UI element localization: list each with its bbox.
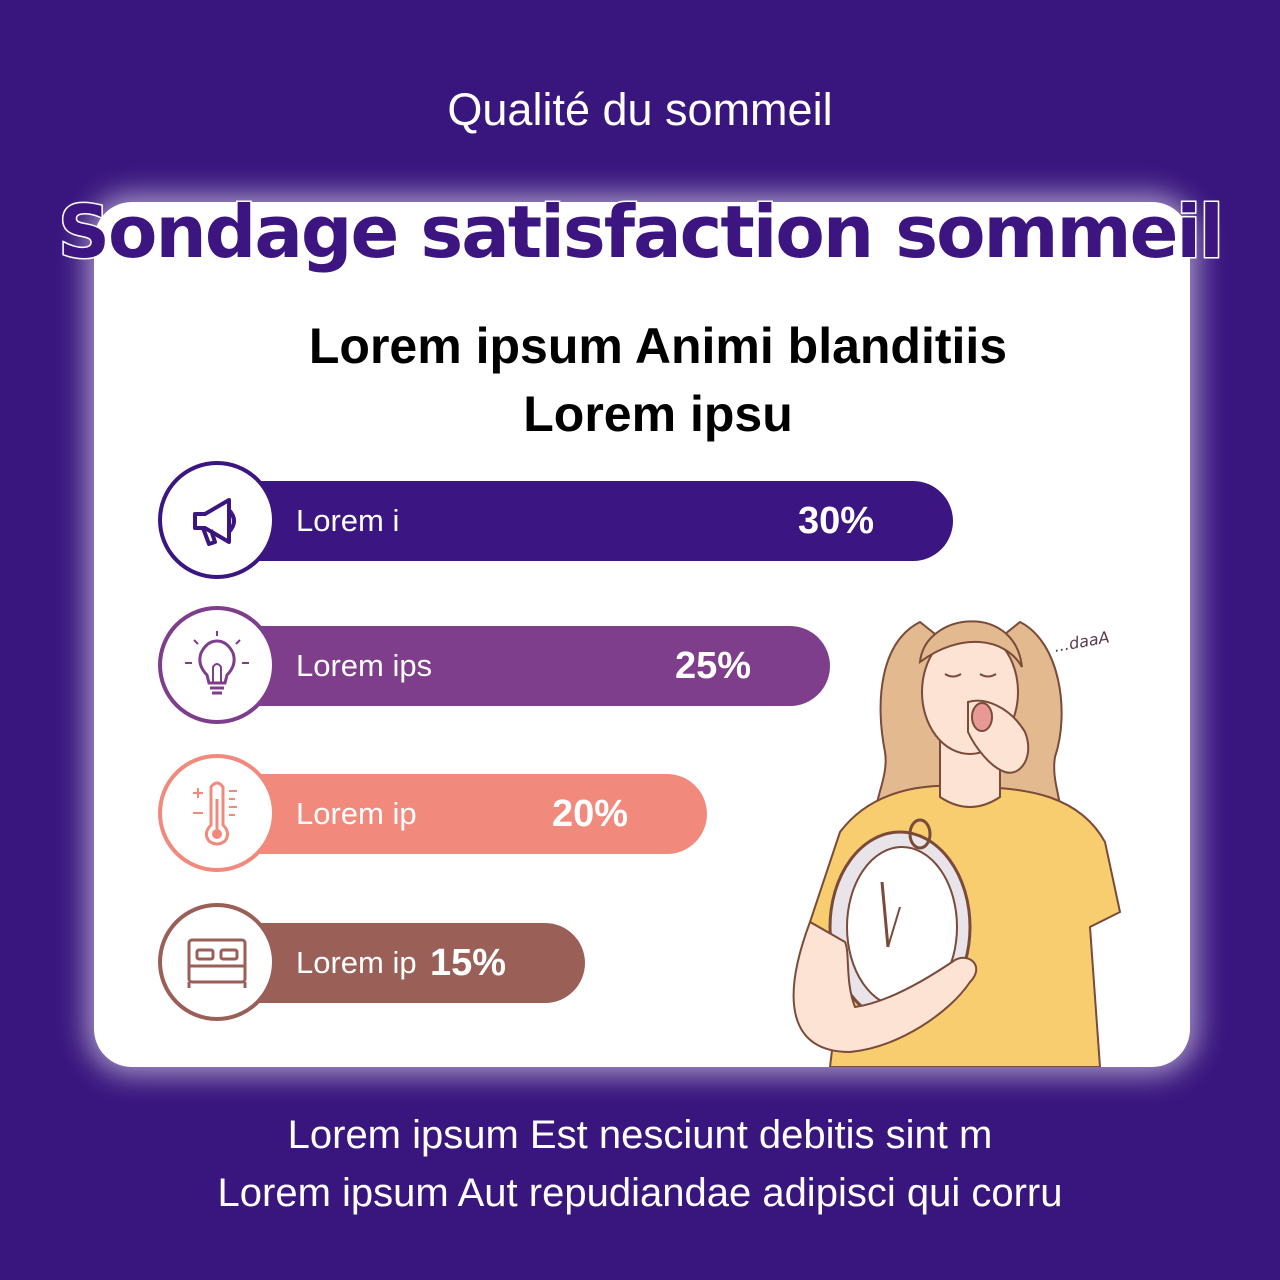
bar-1: Lorem i 30% [216, 481, 953, 561]
footer-line-2: Lorem ipsum Aut repudiandae adipisci qui… [217, 1171, 1063, 1215]
bar-label-2: Lorem ips [296, 648, 433, 683]
thermometer-icon [158, 754, 276, 872]
page-subtitle: Qualité du sommeil [447, 84, 833, 135]
chart-heading-line-2: Lorem ipsu [523, 386, 793, 442]
bar-value-1: 30% [798, 500, 875, 542]
bar-label-3: Lorem ip [296, 796, 417, 831]
chart-heading-line-1: Lorem ipsum Animi blanditiis [308, 318, 1008, 374]
bar-value-4: 15% [430, 942, 507, 984]
yawning-woman-illustration: ...daaA [792, 620, 1122, 1067]
bar-value-3: 20% [552, 793, 629, 835]
bar-4: Lorem ip 15% [216, 923, 585, 1003]
yawn-caption: ...daaA [1052, 628, 1110, 656]
bar-label-4: Lorem ip [296, 945, 417, 980]
bar-label-1: Lorem i [296, 503, 400, 538]
megaphone-icon [158, 461, 276, 579]
bed-icon [158, 903, 276, 1021]
footer-text: Lorem ipsum Est nesciunt debitis sint m … [0, 1106, 1280, 1222]
bar-3: Lorem ip 20% [216, 774, 707, 854]
lightbulb-icon [158, 606, 276, 724]
page-title: Sondage satisfaction sommeil [57, 189, 1226, 276]
footer-line-1: Lorem ipsum Est nesciunt debitis sint m [287, 1113, 993, 1157]
bar-value-2: 25% [675, 645, 752, 687]
bar-2: Lorem ips 25% [216, 626, 830, 706]
chart-heading: Lorem ipsum Animi blanditiis Lorem ipsu [200, 312, 1116, 448]
